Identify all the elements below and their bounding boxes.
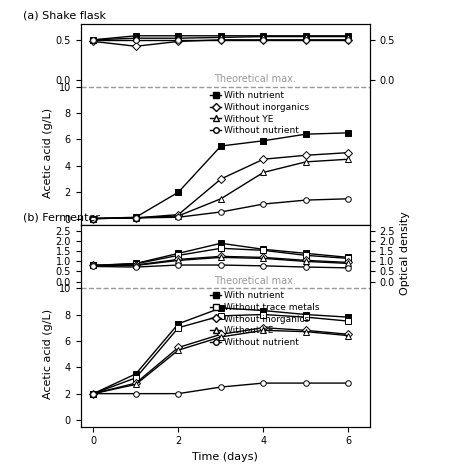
Legend: With nutrient, Without trace metals, Without inorganics, Without YE, Without nut: With nutrient, Without trace metals, Wit… <box>207 288 323 351</box>
Text: (b) Fermenter: (b) Fermenter <box>23 212 100 222</box>
Y-axis label: Acetic acid (g/L): Acetic acid (g/L) <box>43 309 53 399</box>
X-axis label: Time (days): Time (days) <box>192 452 258 462</box>
Text: Theoretical max.: Theoretical max. <box>214 74 296 84</box>
Legend: With nutrient, Without inorganics, Without YE, Without nutrient: With nutrient, Without inorganics, Witho… <box>207 88 312 139</box>
Text: Theoretical max.: Theoretical max. <box>214 275 296 285</box>
Text: (a) Shake flask: (a) Shake flask <box>23 11 106 21</box>
Y-axis label: Optical density: Optical density <box>401 211 410 295</box>
Y-axis label: Acetic acid (g/L): Acetic acid (g/L) <box>43 108 53 198</box>
